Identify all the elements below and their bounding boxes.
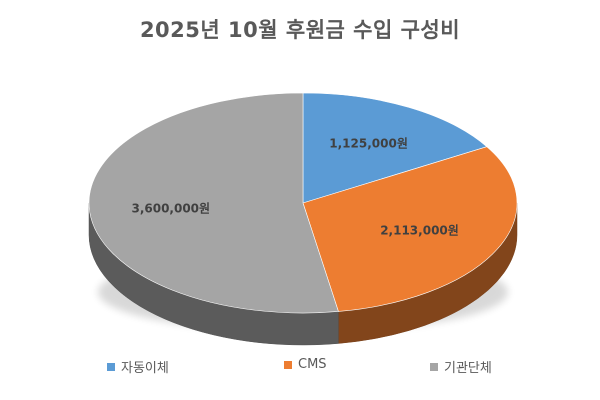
data-label-institution: 3,600,000원 xyxy=(131,202,210,216)
legend-label-auto-transfer: 자동이체 xyxy=(121,361,169,376)
pie-data-labels: 1,125,000원 2,113,000원 3,600,000원 xyxy=(131,137,458,238)
pie-slice-institution xyxy=(88,92,339,314)
legend-label-institution: 기관단체 xyxy=(444,361,492,376)
legend-item-cms: CMS xyxy=(284,357,327,372)
pie-slices xyxy=(88,92,518,314)
legend-swatch-cms xyxy=(284,360,292,369)
legend-item-institution: 기관단체 xyxy=(430,357,492,376)
legend: 자동이체 CMS 기관단체 xyxy=(0,357,600,377)
data-label-auto-transfer: 1,125,000원 xyxy=(329,137,408,151)
legend-item-auto-transfer: 자동이체 xyxy=(107,357,169,376)
legend-swatch-institution xyxy=(430,362,438,371)
data-label-cms: 2,113,000원 xyxy=(380,224,459,238)
chart-title: 2025년 10월 후원금 수입 구성비 xyxy=(139,18,461,42)
pie-slice-auto-transfer xyxy=(302,92,488,204)
legend-swatch-auto-transfer xyxy=(107,362,115,371)
pie-slice-cms xyxy=(302,146,518,312)
legend-label-cms: CMS xyxy=(298,357,327,372)
